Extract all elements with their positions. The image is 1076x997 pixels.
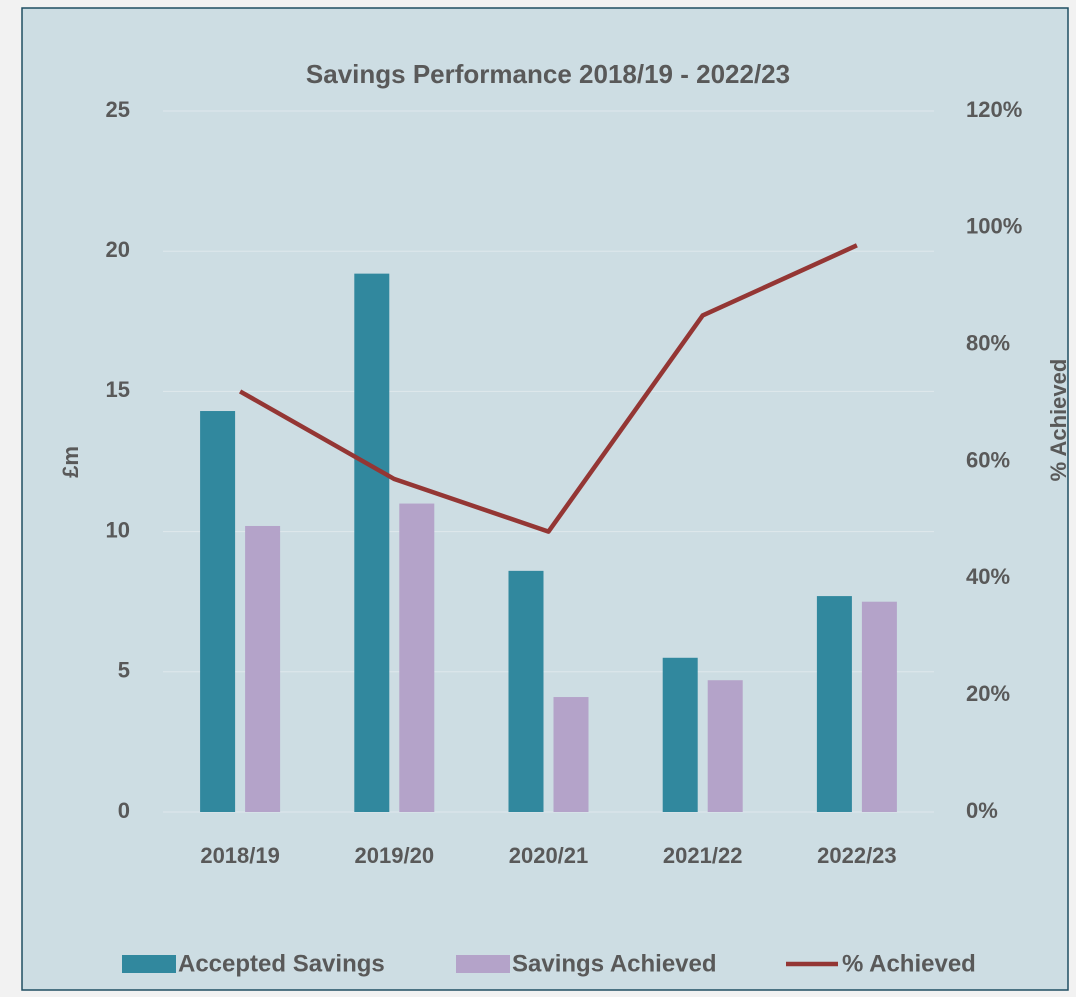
y-axis-title: £m — [58, 446, 83, 478]
bar — [707, 680, 743, 812]
y2-axis-title: % Achieved — [1046, 359, 1071, 482]
y2-tick-label: 120% — [966, 97, 1022, 122]
y-tick-label: 0 — [118, 798, 130, 823]
bar — [662, 657, 698, 812]
legend-swatch — [456, 955, 510, 973]
y-tick-label: 10 — [106, 517, 130, 542]
bar — [399, 503, 435, 812]
x-tick-label: 2019/20 — [355, 843, 435, 868]
line — [238, 243, 858, 534]
y-tick-label: 15 — [106, 377, 130, 402]
chart-title: Savings Performance 2018/19 - 2022/23 — [306, 59, 790, 89]
y2-tick-label: 20% — [966, 681, 1010, 706]
bar — [354, 273, 390, 813]
legend-label: Savings Achieved — [512, 950, 717, 977]
bar — [245, 525, 281, 812]
y2-tick-label: 60% — [966, 447, 1010, 472]
x-tick-label: 2020/21 — [509, 843, 589, 868]
bar — [861, 601, 897, 812]
legend-swatch — [122, 955, 176, 973]
y2-tick-label: 80% — [966, 330, 1010, 355]
legend-label: % Achieved — [842, 950, 976, 977]
legend-label: Accepted Savings — [178, 950, 385, 977]
x-tick-label: 2022/23 — [817, 843, 897, 868]
y-tick-label: 5 — [118, 658, 130, 683]
x-tick-label: 2018/19 — [200, 843, 280, 868]
bar — [816, 596, 852, 812]
y2-tick-label: 0% — [966, 798, 998, 823]
bar — [508, 570, 544, 812]
y2-tick-label: 100% — [966, 214, 1022, 239]
y-tick-label: 25 — [106, 97, 130, 122]
chart-background — [21, 7, 1069, 991]
y-tick-label: 20 — [106, 237, 130, 262]
bar — [200, 411, 236, 812]
x-tick-label: 2021/22 — [663, 843, 743, 868]
bar — [553, 697, 589, 812]
y2-tick-label: 40% — [966, 564, 1010, 589]
